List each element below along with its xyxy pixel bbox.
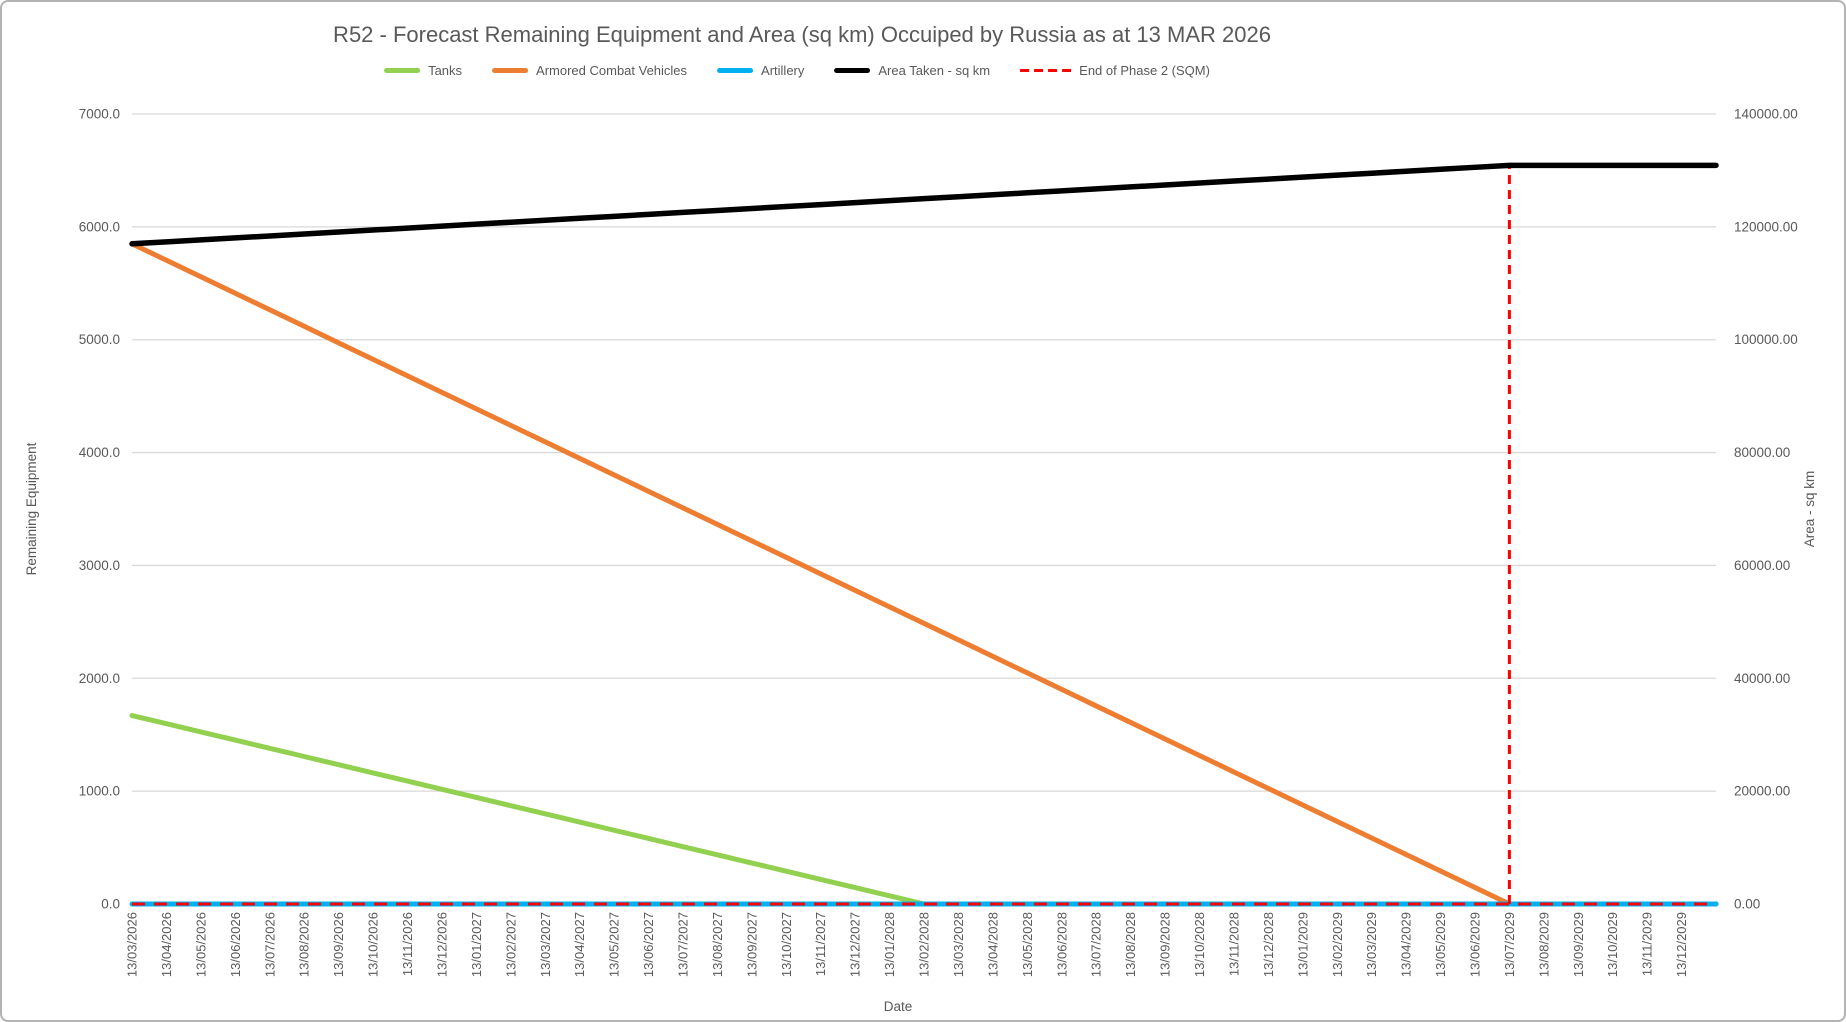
- x-axis-tick: 13/01/2029: [1295, 912, 1310, 977]
- legend-label: End of Phase 2 (SQM): [1079, 63, 1210, 78]
- x-axis-tick: 13/02/2028: [917, 912, 932, 977]
- x-axis-tick: 13/03/2027: [538, 912, 553, 977]
- x-axis-tick: 13/12/2027: [848, 912, 863, 977]
- legend-dash: [1048, 69, 1058, 72]
- legend-label: Area Taken - sq km: [878, 63, 991, 78]
- x-axis-tick: 13/05/2029: [1433, 912, 1448, 977]
- y-axis-tick-left: 1000.0: [79, 784, 120, 799]
- x-axis-tick: 13/11/2026: [400, 912, 415, 976]
- y-axis-tick-left: 5000.0: [79, 332, 120, 347]
- x-axis-tick: 13/09/2028: [1158, 912, 1173, 977]
- x-axis-tick: 13/02/2027: [503, 912, 518, 977]
- chart-legend: Tanks Armored Combat Vehicles Artillery Are…: [384, 63, 1210, 78]
- legend-line-swatch: [717, 68, 754, 73]
- x-axis-tick: 13/04/2027: [572, 912, 587, 977]
- y-axis-tick-right: 40000.00: [1734, 671, 1790, 686]
- y-axis-tick-left: 0.0: [101, 897, 120, 912]
- x-axis-tick: 13/04/2029: [1399, 912, 1414, 977]
- x-axis-title: Date: [884, 999, 913, 1014]
- x-axis-tick: 13/04/2026: [159, 912, 174, 977]
- x-axis-tick: 13/06/2029: [1468, 912, 1483, 977]
- series-line-armored-combat-vehicles[interactable]: [129, 241, 1719, 907]
- x-axis-tick: 13/05/2027: [607, 912, 622, 977]
- right-axis-title: Area - sq km: [1802, 471, 1817, 548]
- x-axis-tick: 13/07/2029: [1502, 912, 1517, 977]
- x-axis-tick: 13/10/2027: [779, 912, 794, 977]
- y-axis-tick-left: 4000.0: [79, 445, 120, 460]
- y-axis-tick-left: 7000.0: [79, 107, 120, 122]
- x-axis-tick: 13/09/2026: [331, 912, 346, 977]
- legend-dash: [1034, 69, 1044, 72]
- legend-line-swatch: [834, 68, 871, 73]
- x-axis-tick: 13/11/2027: [813, 912, 828, 976]
- chart-title: R52 - Forecast Remaining Equipment and A…: [333, 22, 1271, 47]
- legend-dash: [1062, 69, 1072, 72]
- series-line-tanks[interactable]: [129, 713, 1719, 907]
- x-axis-tick: 13/03/2026: [125, 912, 140, 977]
- y-axis-tick-left: 2000.0: [79, 671, 120, 686]
- x-axis-tick: 13/08/2029: [1536, 912, 1551, 977]
- legend-item-tanks[interactable]: Tanks: [384, 63, 462, 78]
- x-axis-tick: 13/08/2027: [710, 912, 725, 977]
- legend-label: Armored Combat Vehicles: [536, 63, 688, 78]
- legend-item-end-of-phase-2-sqm[interactable]: End of Phase 2 (SQM): [1020, 63, 1210, 78]
- legend-label: Artillery: [761, 63, 805, 78]
- legend-dash: [1020, 69, 1030, 72]
- x-axis-tick: 13/10/2026: [366, 912, 381, 977]
- x-axis-tick: 13/06/2026: [228, 912, 243, 977]
- x-axis-tick: 13/01/2028: [882, 912, 897, 977]
- x-axis-tick: 13/08/2028: [1123, 912, 1138, 977]
- x-axis-tick: 13/10/2028: [1192, 912, 1207, 977]
- y-axis-tick-left: 3000.0: [79, 558, 120, 573]
- y-axis-tick-right: 120000.00: [1734, 219, 1798, 234]
- x-axis-tick: 13/04/2028: [985, 912, 1000, 977]
- x-axis-tick: 13/05/2026: [193, 912, 208, 977]
- left-axis-title: Remaining Equipment: [24, 442, 39, 575]
- x-axis-tick: 13/12/2029: [1674, 912, 1689, 977]
- x-axis-tick: 13/09/2027: [744, 912, 759, 977]
- x-axis-tick: 13/07/2028: [1089, 912, 1104, 977]
- x-axis-tick: 13/06/2027: [641, 912, 656, 977]
- x-axis-tick: 13/06/2028: [1054, 912, 1069, 977]
- x-axis-tick: 13/07/2026: [262, 912, 277, 977]
- y-axis-tick-right: 80000.00: [1734, 445, 1790, 460]
- x-axis-tick: 13/11/2029: [1640, 912, 1655, 976]
- legend-item-armored-combat-vehicles[interactable]: Armored Combat Vehicles: [492, 63, 687, 78]
- legend-item-artillery[interactable]: Artillery: [717, 63, 804, 78]
- x-axis-tick: 13/12/2028: [1261, 912, 1276, 977]
- legend-line-swatch: [384, 68, 421, 73]
- x-axis-tick: 13/03/2029: [1364, 912, 1379, 977]
- x-axis-tick: 13/11/2028: [1226, 912, 1241, 976]
- y-axis-tick-right: 0.00: [1734, 897, 1760, 912]
- x-axis-tick: 13/01/2027: [469, 912, 484, 977]
- legend-label: Tanks: [428, 63, 463, 78]
- x-axis-tick: 13/08/2026: [297, 912, 312, 977]
- y-axis-tick-right: 140000.00: [1734, 107, 1798, 122]
- y-axis-tick-right: 100000.00: [1734, 332, 1798, 347]
- x-axis-tick: 13/10/2029: [1605, 912, 1620, 977]
- legend-line-swatch: [492, 68, 529, 73]
- y-axis-tick-right: 60000.00: [1734, 558, 1790, 573]
- x-axis-tick: 13/02/2029: [1330, 912, 1345, 977]
- x-axis-tick: 13/12/2026: [434, 912, 449, 977]
- x-axis-tick: 13/07/2027: [676, 912, 691, 977]
- series-line-area-taken-sq-km[interactable]: [129, 162, 1719, 247]
- x-axis-tick: 13/09/2029: [1571, 912, 1586, 977]
- legend-dashed-swatch: [1020, 69, 1072, 72]
- x-axis-tick: 13/05/2028: [1020, 912, 1035, 977]
- y-axis-tick-right: 20000.00: [1734, 784, 1790, 799]
- x-axis-tick: 13/03/2028: [951, 912, 966, 977]
- legend-item-area-taken-sq-km[interactable]: Area Taken - sq km: [834, 63, 990, 78]
- y-axis-tick-left: 6000.0: [79, 219, 120, 234]
